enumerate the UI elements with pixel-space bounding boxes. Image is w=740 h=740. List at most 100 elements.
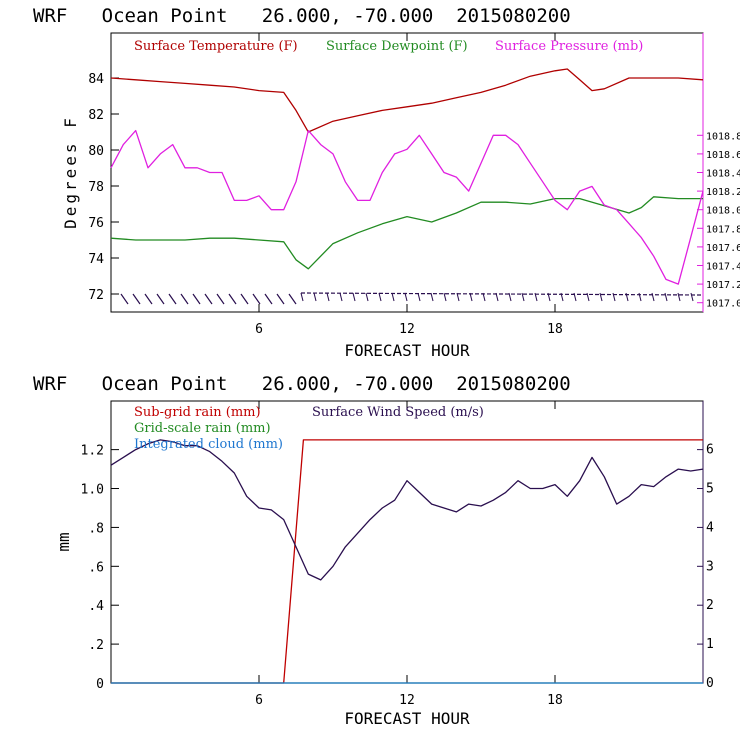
- top-x-axis-label: FORECAST HOUR: [344, 341, 470, 360]
- wind-barb: [547, 292, 551, 302]
- bottom-chart-title: WRF Ocean Point 26.000, -70.000 20150802…: [33, 373, 571, 395]
- wind-barb: [573, 292, 577, 302]
- wind-barb: [508, 292, 512, 302]
- top-y2-tick-label: 1018.6: [706, 150, 740, 161]
- wind-barb: [469, 292, 473, 302]
- top-chart-title: WRF Ocean Point 26.000, -70.000 20150802…: [33, 5, 571, 27]
- bottom-x-tick-label: 18: [547, 693, 563, 708]
- wind-barb: [482, 292, 486, 302]
- wind-barb: [168, 293, 177, 305]
- wind-barb: [586, 292, 590, 302]
- bottom-y2-tick-label: 3: [706, 559, 714, 574]
- legend-integrated-cloud: Integrated cloud (mm): [134, 437, 283, 452]
- top-x-tick-label: 12: [399, 322, 415, 337]
- top-x-tick-label: 18: [547, 322, 563, 337]
- top-y-tick-label: 76: [88, 216, 104, 231]
- top-x-tick-label: 6: [255, 322, 263, 337]
- rain-wind-panel: WRF Ocean Point 26.000, -70.000 20150802…: [33, 373, 714, 728]
- wind-barb: [677, 292, 681, 302]
- bottom-y-tick-label: .6: [88, 560, 104, 575]
- wind-barb: [430, 292, 434, 302]
- bottom-y-tick-label: .4: [88, 599, 104, 614]
- wind-barbs-row: [120, 292, 702, 305]
- top-y2-tick-label: 1018.8: [706, 131, 740, 142]
- wind-barb: [690, 292, 694, 302]
- top-y-tick-label: 80: [88, 144, 104, 159]
- wind-barb: [443, 292, 447, 302]
- wind-barb: [625, 292, 629, 302]
- wind-barb: [252, 293, 261, 305]
- bottom-y2-tick-label: 6: [706, 443, 714, 458]
- top-y2-tick-label: 1017.2: [706, 280, 740, 291]
- wind-barb: [180, 293, 189, 305]
- legend-gridscale-rain: Grid-scale rain (mm): [134, 421, 271, 436]
- wind-barb: [240, 293, 249, 305]
- top-y2-tick-label: 1017.0: [706, 299, 740, 310]
- legend-temperature: Surface Temperature (F): [134, 39, 298, 54]
- wind-barb: [612, 292, 616, 302]
- top-y2-tick-label: 1017.8: [706, 224, 740, 235]
- wind-barb: [192, 293, 201, 305]
- bottom-x-tick-label: 6: [255, 693, 263, 708]
- wind-barb: [378, 292, 382, 302]
- top-y2-tick-label: 1018.4: [706, 169, 740, 180]
- bottom-y-tick-label: .8: [88, 521, 104, 536]
- top-y2-tick-label: 1017.4: [706, 262, 740, 273]
- series-surface-temperature-f-line: [110, 68, 704, 133]
- series-sub-grid-rain-mm-line: [111, 439, 703, 684]
- top-y-tick-label: 74: [88, 252, 104, 267]
- wind-barb: [156, 293, 165, 305]
- wind-barb: [313, 292, 317, 302]
- bottom-x-axis-label: FORECAST HOUR: [344, 709, 470, 728]
- top-y-tick-label: 78: [88, 180, 104, 195]
- bottom-y-axis-label: mm: [54, 532, 73, 551]
- bottom-y2-tick-label: 2: [706, 598, 714, 613]
- bottom-y-tick-label: .2: [88, 638, 104, 653]
- wind-barb: [216, 293, 225, 305]
- top-y2-tick-label: 1017.6: [706, 243, 740, 254]
- top-y2-tick-label: 1018.0: [706, 206, 740, 217]
- wind-barb: [326, 292, 330, 302]
- top-y-tick-label: 84: [88, 72, 104, 87]
- series-surface-pressure-mb-line: [110, 129, 704, 285]
- bottom-x-tick-label: 12: [399, 693, 415, 708]
- wind-barb: [664, 292, 668, 302]
- wind-barb: [228, 293, 237, 305]
- bottom-y2-tick-label: 5: [706, 482, 714, 497]
- bottom-y-tick-label: 1.0: [81, 483, 104, 498]
- wind-barb: [521, 292, 525, 302]
- legend-wind-speed: Surface Wind Speed (m/s): [312, 405, 484, 420]
- wind-barb: [404, 292, 408, 302]
- wind-barb: [599, 292, 603, 302]
- wind-barb: [560, 292, 564, 302]
- bottom-y2-tick-label: 0: [706, 676, 714, 691]
- wind-barb: [365, 292, 369, 302]
- wind-barb: [288, 293, 297, 305]
- wind-barb: [534, 292, 538, 302]
- legend-dewpoint: Surface Dewpoint (F): [326, 39, 468, 54]
- legend-subgrid-rain: Sub-grid rain (mm): [134, 405, 261, 420]
- wind-barb: [391, 292, 395, 302]
- series-surface-wind-speed-m-s-line: [110, 439, 704, 581]
- top-y2-tick-label: 1018.2: [706, 187, 740, 198]
- wind-barb: [204, 293, 213, 305]
- bottom-y2-tick-label: 4: [706, 520, 714, 535]
- wind-barb: [276, 293, 285, 305]
- series-surface-dewpoint-f-line: [110, 196, 703, 270]
- bottom-y2-tick-label: 1: [706, 637, 714, 652]
- top-plot-frame: [110, 32, 704, 313]
- wind-barb: [339, 292, 343, 302]
- legend-pressure: Surface Pressure (mb): [495, 39, 643, 54]
- wind-barb: [352, 292, 356, 302]
- bottom-y-tick-label: 1.2: [81, 444, 104, 459]
- wind-barb: [417, 292, 421, 302]
- top-y-axis-label: Degrees F: [61, 115, 80, 229]
- wind-barb: [264, 293, 273, 305]
- wind-barb: [456, 292, 460, 302]
- wind-barb: [651, 292, 655, 302]
- top-y-tick-label: 82: [88, 108, 104, 123]
- bottom-y-tick-label: 0: [96, 677, 104, 692]
- wind-barb: [132, 293, 141, 305]
- top-y-tick-label: 72: [88, 288, 104, 303]
